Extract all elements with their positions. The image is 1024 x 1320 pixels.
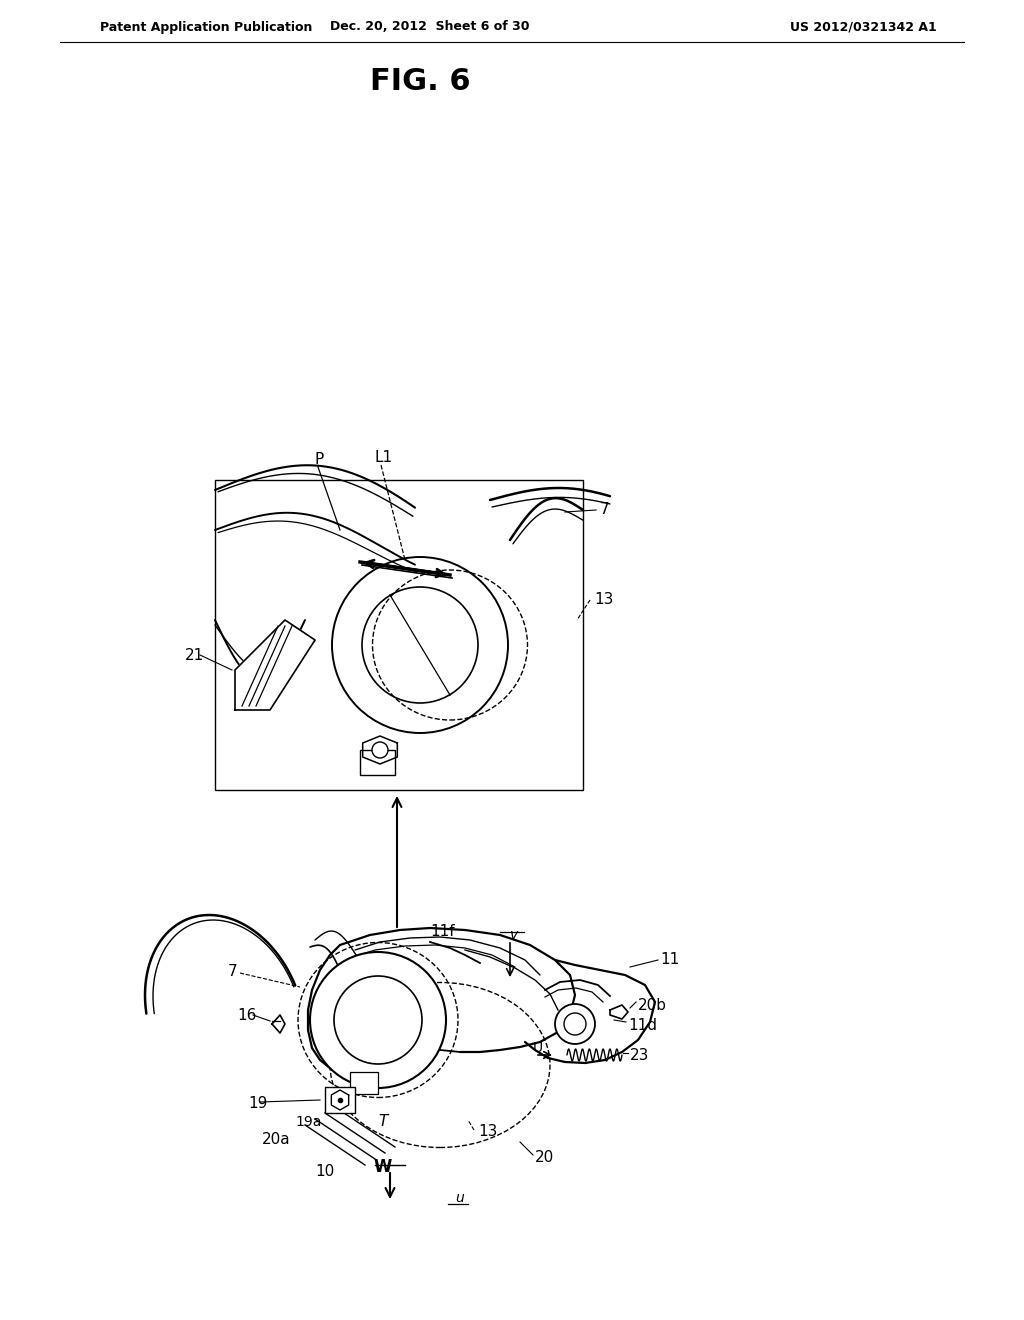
Text: 10: 10: [315, 1164, 334, 1180]
Bar: [350, 1072, 378, 1094]
Text: 20a: 20a: [262, 1133, 291, 1147]
Text: 11f: 11f: [430, 924, 455, 940]
Polygon shape: [234, 620, 315, 710]
Text: 7: 7: [600, 503, 609, 517]
Ellipse shape: [334, 975, 422, 1064]
Text: 11: 11: [660, 953, 679, 968]
Circle shape: [555, 1005, 595, 1044]
Polygon shape: [332, 1090, 348, 1110]
Text: v: v: [510, 928, 518, 942]
Text: 20b: 20b: [638, 998, 667, 1012]
Text: 13: 13: [594, 593, 613, 607]
Text: Dec. 20, 2012  Sheet 6 of 30: Dec. 20, 2012 Sheet 6 of 30: [331, 21, 529, 33]
Polygon shape: [272, 1015, 285, 1034]
Text: 20: 20: [535, 1151, 554, 1166]
Polygon shape: [610, 1005, 628, 1019]
Text: FIG. 6: FIG. 6: [370, 67, 470, 96]
Text: US 2012/0321342 A1: US 2012/0321342 A1: [790, 21, 937, 33]
Text: u: u: [455, 1191, 464, 1205]
Text: 13: 13: [478, 1125, 498, 1139]
Circle shape: [564, 1012, 586, 1035]
Text: U: U: [534, 1041, 543, 1055]
Text: W: W: [374, 1158, 392, 1176]
Text: 19a: 19a: [295, 1115, 322, 1129]
Ellipse shape: [310, 952, 446, 1088]
Text: P: P: [315, 453, 325, 467]
Text: 23: 23: [630, 1048, 649, 1064]
Text: 7: 7: [228, 965, 238, 979]
Text: 21: 21: [185, 648, 204, 663]
Text: T: T: [378, 1114, 387, 1130]
Text: Patent Application Publication: Patent Application Publication: [100, 21, 312, 33]
Text: 11d: 11d: [628, 1018, 657, 1032]
Polygon shape: [362, 737, 397, 764]
Text: L1: L1: [375, 450, 393, 466]
Bar: [360, 750, 395, 775]
Circle shape: [372, 742, 388, 758]
Bar: [215, 480, 583, 789]
Text: 16: 16: [237, 1007, 256, 1023]
Bar: [325, 1086, 355, 1113]
Text: 19: 19: [248, 1097, 267, 1111]
